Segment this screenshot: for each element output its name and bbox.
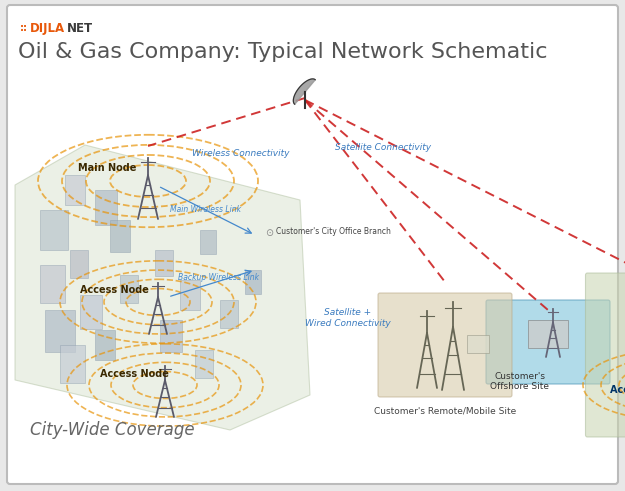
Text: Customer's City Office Branch: Customer's City Office Branch [276, 227, 391, 237]
Text: Oil & Gas Company: Typical Network Schematic: Oil & Gas Company: Typical Network Schem… [18, 42, 548, 62]
Text: Access Node: Access Node [100, 369, 169, 379]
Text: Main Node: Main Node [78, 163, 136, 173]
Bar [65, 175, 85, 205]
Bar [220, 300, 238, 328]
Text: Satellite Connectivity: Satellite Connectivity [335, 143, 431, 153]
Text: Backup Wireless Link: Backup Wireless Link [178, 273, 259, 282]
Bar [120, 275, 138, 303]
Bar [70, 250, 88, 278]
FancyBboxPatch shape [378, 293, 512, 397]
Text: NET: NET [67, 22, 93, 34]
Bar [200, 230, 216, 254]
Polygon shape [15, 145, 310, 430]
Bar [110, 220, 130, 252]
Bar [60, 345, 85, 383]
Text: DIJLA: DIJLA [30, 22, 65, 34]
FancyBboxPatch shape [586, 273, 625, 437]
Text: Satellite +
Wired Connectivity: Satellite + Wired Connectivity [305, 308, 391, 327]
Text: ::: :: [20, 23, 28, 33]
Bar [180, 280, 200, 310]
Bar [45, 310, 75, 352]
Text: Wireless Connectivity: Wireless Connectivity [192, 148, 289, 158]
Bar [95, 190, 117, 225]
Bar [40, 210, 68, 250]
Polygon shape [293, 79, 315, 104]
Bar [467, 335, 489, 353]
Text: Customer's Remote/Mobile Site: Customer's Remote/Mobile Site [374, 407, 516, 416]
Text: Access Node: Access Node [80, 285, 149, 295]
FancyBboxPatch shape [7, 5, 618, 484]
Bar [95, 330, 115, 360]
Bar [528, 320, 568, 348]
Bar [155, 250, 173, 276]
Bar [195, 350, 213, 378]
Text: City-Wide Coverage: City-Wide Coverage [30, 421, 194, 439]
Text: Access Node: Access Node [610, 385, 625, 395]
Bar [245, 270, 261, 294]
Bar [80, 295, 102, 329]
FancyBboxPatch shape [486, 300, 610, 384]
Bar [40, 265, 65, 303]
Text: ⊙: ⊙ [265, 228, 273, 238]
Bar [160, 320, 182, 352]
Text: Main Wireless Link: Main Wireless Link [170, 206, 241, 215]
Text: Customer's
Offshore Site: Customer's Offshore Site [491, 372, 549, 391]
